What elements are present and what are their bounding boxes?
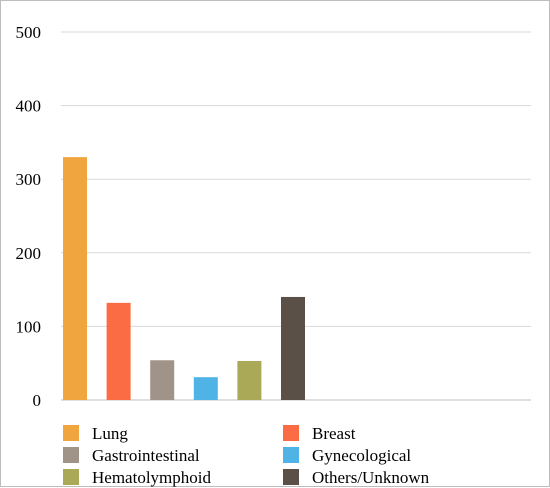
- bar-gynecological: [193, 377, 218, 400]
- legend-swatch-others-unknown: [283, 469, 299, 485]
- bar-breast: [106, 302, 131, 400]
- legend-label-others-unknown: Others/Unknown: [312, 468, 430, 487]
- bar-gastrointestinal: [150, 360, 175, 400]
- legend-label-breast: Breast: [312, 424, 356, 443]
- gridlines: [61, 31, 531, 401]
- legend-swatch-breast: [283, 425, 299, 441]
- bars: [63, 157, 305, 400]
- legend-swatch-hematolymphoid: [63, 469, 79, 485]
- y-tick-label-300: 300: [16, 170, 42, 189]
- legend: Lung Breast Gastrointestinal Gynecological H…: [63, 424, 430, 487]
- legend-swatch-gastrointestinal: [63, 447, 79, 463]
- y-axis-ticks: 0 100 200 300 400 500: [16, 23, 42, 410]
- y-tick-label-500: 500: [16, 23, 42, 42]
- legend-swatch-lung: [63, 425, 79, 441]
- bar-lung: [63, 157, 87, 400]
- bar-others-unknown: [281, 296, 305, 400]
- y-tick-label-400: 400: [16, 97, 42, 116]
- legend-label-gastrointestinal: Gastrointestinal: [92, 446, 200, 465]
- y-tick-label-100: 100: [16, 317, 42, 336]
- legend-label-hematolymphoid: Hematolymphoid: [92, 468, 211, 487]
- y-tick-label-200: 200: [16, 244, 42, 263]
- legend-label-lung: Lung: [92, 424, 128, 443]
- legend-label-gynecological: Gynecological: [312, 446, 411, 465]
- bar-hematolymphoid: [237, 360, 262, 400]
- legend-swatch-gynecological: [283, 447, 299, 463]
- y-tick-label-0: 0: [33, 391, 42, 410]
